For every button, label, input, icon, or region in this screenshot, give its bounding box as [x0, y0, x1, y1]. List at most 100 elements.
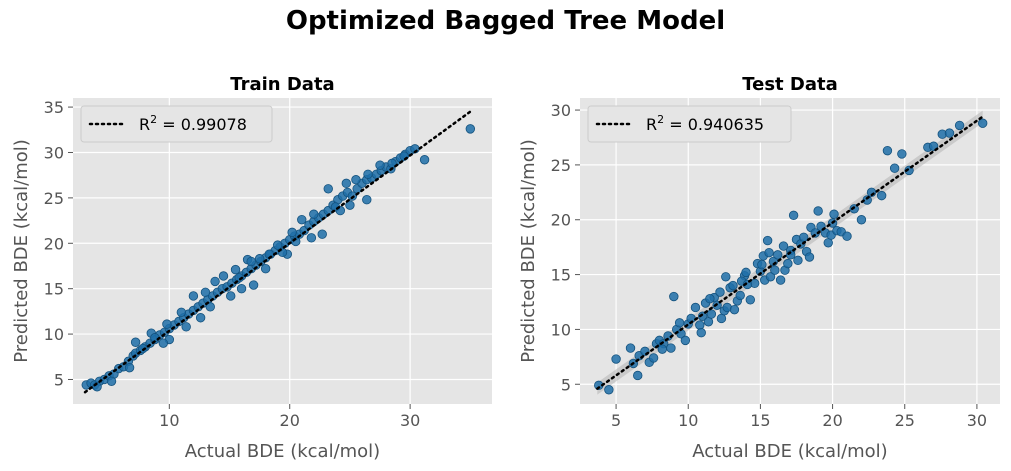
data-point	[680, 335, 691, 346]
data-point	[783, 258, 793, 269]
data-point	[181, 322, 191, 332]
data-point	[106, 376, 117, 386]
data-point	[633, 370, 643, 381]
panel-title: Test Data	[742, 74, 838, 95]
data-point	[130, 337, 141, 347]
data-point	[604, 385, 614, 395]
x-tick-label: 10	[678, 411, 698, 430]
data-point	[764, 247, 774, 258]
x-tick-label: 20	[822, 411, 842, 430]
data-point	[465, 124, 476, 134]
data-point	[226, 291, 236, 301]
data-point	[246, 256, 256, 267]
legend-label: R2 = 0.940635	[646, 113, 764, 134]
data-point	[188, 291, 199, 301]
chart-panel-1: 10 20 30 5 10 15 20 25 30 35 R2 = 0.99078 Train Dat…	[11, 74, 492, 462]
data-point	[705, 294, 715, 304]
data-point	[696, 328, 706, 338]
data-point	[611, 354, 621, 364]
data-point	[793, 255, 803, 266]
x-tick-label: 15	[750, 411, 770, 430]
data-point	[690, 302, 701, 313]
data-point	[770, 265, 780, 275]
data-point	[695, 320, 705, 330]
data-point	[362, 194, 372, 205]
y-tick-label: 15	[44, 280, 64, 299]
data-point	[176, 307, 187, 317]
data-point	[765, 272, 776, 282]
data-point	[741, 267, 751, 278]
y-tick-label: 20	[44, 234, 64, 253]
data-point	[728, 280, 738, 291]
data-point	[856, 215, 867, 225]
data-point	[778, 241, 789, 251]
y-tick-label: 10	[551, 320, 571, 339]
data-point	[158, 338, 169, 348]
y-tick-label: 15	[551, 266, 571, 285]
data-point	[735, 290, 745, 301]
data-point	[306, 233, 317, 243]
data-point	[773, 250, 783, 260]
data-point	[345, 200, 355, 210]
data-point	[200, 287, 211, 298]
y-tick-label: 35	[44, 98, 64, 117]
data-point	[205, 302, 215, 312]
y-tick-label: 5	[561, 375, 571, 394]
data-point	[813, 206, 823, 216]
y-tick-label: 30	[551, 101, 571, 120]
data-point	[309, 209, 319, 219]
data-point	[648, 353, 659, 363]
x-tick-label: 10	[159, 411, 179, 430]
data-point	[876, 190, 887, 201]
data-point	[715, 287, 725, 297]
data-point	[260, 264, 271, 274]
y-tick-label: 10	[44, 325, 64, 344]
fit-line	[83, 110, 472, 394]
data-point	[195, 313, 206, 323]
data-point	[254, 254, 265, 264]
data-point	[297, 214, 307, 225]
data-point	[218, 271, 229, 281]
data-point	[706, 309, 717, 319]
legend-label: R2 = 0.99078	[139, 113, 247, 134]
data-point	[977, 118, 988, 128]
data-point	[375, 160, 385, 170]
data-point	[882, 145, 893, 156]
data-point	[804, 252, 815, 262]
x-tick-label: 25	[895, 411, 915, 430]
legend-box	[587, 105, 792, 143]
data-point	[351, 175, 361, 185]
legend-box	[80, 105, 273, 143]
data-point	[210, 276, 220, 287]
data-point	[341, 178, 352, 189]
legend: R2 = 0.99078	[80, 105, 273, 143]
data-point	[669, 291, 679, 302]
x-axis-label: Actual BDE (kcal/mol)	[185, 441, 380, 462]
fit-line	[596, 115, 984, 390]
data-point	[721, 272, 731, 282]
y-axis-label: Predicted BDE (kcal/mol)	[518, 139, 539, 363]
data-point	[745, 295, 756, 305]
data-point	[419, 155, 430, 165]
data-point	[124, 362, 135, 373]
data-point	[954, 120, 965, 131]
x-tick-label: 30	[400, 411, 420, 430]
data-point	[162, 319, 172, 329]
data-point	[323, 184, 333, 194]
data-point	[897, 149, 907, 159]
y-tick-label: 25	[551, 156, 571, 175]
data-point	[799, 232, 809, 242]
data-point	[236, 283, 247, 294]
data-point	[230, 264, 241, 275]
data-point	[842, 231, 852, 241]
x-tick-label: 30	[967, 411, 987, 430]
data-point	[829, 209, 839, 219]
legend: R2 = 0.940635	[587, 105, 792, 143]
x-tick-label: 5	[611, 411, 621, 430]
y-tick-label: 25	[44, 189, 64, 208]
y-tick-label: 5	[54, 370, 64, 389]
data-point	[757, 260, 767, 270]
data-point	[944, 128, 955, 138]
y-tick-label: 20	[551, 211, 571, 230]
